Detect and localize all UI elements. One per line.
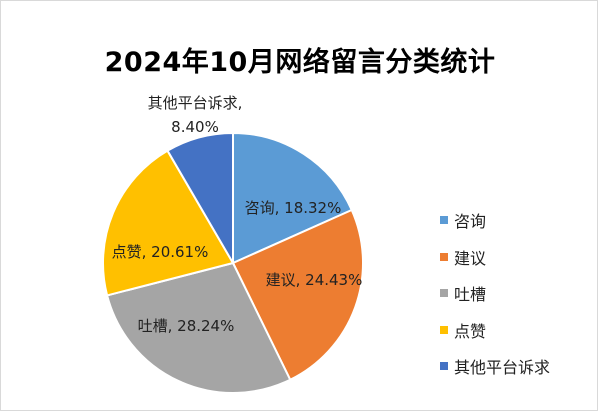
legend-item-zixun: 咨询 (440, 202, 590, 239)
slice-qita (166, 131, 234, 267)
legend-swatch (440, 216, 448, 225)
slice-jianyi (231, 208, 365, 382)
legend-item-qita: 其他平台诉求 (440, 348, 590, 385)
legend-item-tucao: 吐槽 (440, 275, 590, 312)
data-label: 建议, 24.43% (266, 271, 363, 289)
data-label: 点赞, 20.61% (112, 243, 209, 261)
data-label-line1: 其他平台诉求, (148, 94, 243, 112)
legend-label: 其他平台诉求 (454, 358, 551, 378)
legend-item-jianyi: 建议 (440, 239, 590, 276)
legend-swatch (440, 325, 448, 334)
legend-label: 吐槽 (454, 285, 487, 305)
legend-swatch (440, 362, 448, 371)
legend-label: 建议 (454, 248, 487, 268)
legend-swatch (440, 252, 448, 261)
data-label: 咨询, 18.32% (245, 199, 342, 217)
legend: 咨询 建议 吐槽 点赞 其他平台诉求 (440, 202, 590, 385)
chart-title: 2024年10月网络留言分类统计 (104, 47, 496, 78)
legend-swatch (440, 289, 448, 298)
legend-label: 咨询 (454, 212, 487, 232)
legend-item-dianzan: 点赞 (440, 312, 590, 349)
slice-dianzan (102, 149, 235, 297)
slice-tucao (105, 261, 292, 394)
legend-label: 点赞 (454, 321, 487, 341)
data-label-line2: 8.40% (171, 118, 219, 136)
data-label: 吐槽, 28.24% (138, 317, 235, 335)
slice-zixun (232, 131, 354, 265)
